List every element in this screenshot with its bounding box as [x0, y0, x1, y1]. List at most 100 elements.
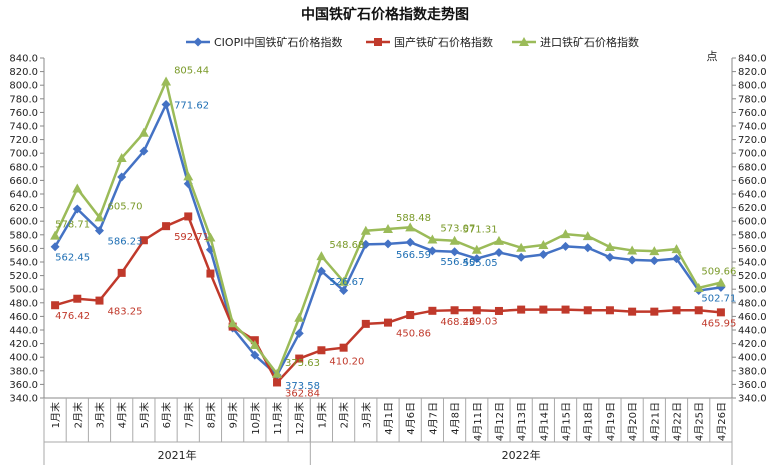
diamond-marker — [161, 99, 171, 109]
diamond-marker — [72, 204, 82, 214]
y-tick-label-left: 660.0 — [9, 176, 38, 187]
triangle-marker — [449, 235, 460, 245]
triangle-marker — [519, 37, 529, 46]
y-tick-label-right: 400.0 — [738, 353, 767, 364]
triangle-marker — [627, 245, 638, 255]
x-tick-label: 3月末 — [360, 402, 373, 428]
y-tick-label-left: 340.0 — [9, 394, 38, 405]
triangle-marker — [338, 276, 349, 286]
data-label: 805.44 — [174, 66, 209, 77]
square-marker — [384, 318, 392, 327]
x-tick-label: 6月末 — [160, 402, 173, 428]
x-tick-label: 11月末 — [271, 402, 284, 435]
triangle-marker — [383, 224, 393, 234]
y-tick-label-right: 800.0 — [738, 81, 767, 92]
y-tick-label-left: 840.0 — [9, 54, 38, 65]
square-marker — [317, 346, 326, 355]
y-tick-label-right: 460.0 — [738, 312, 767, 323]
series-group — [50, 99, 726, 380]
diamond-marker — [339, 286, 349, 296]
data-label: 566.59 — [396, 250, 431, 261]
data-label: 605.70 — [107, 201, 142, 212]
y-tick-label-left: 460.0 — [9, 312, 38, 323]
diamond-marker — [361, 239, 371, 249]
x-tick-label: 10月末 — [249, 402, 262, 435]
diamond-marker — [94, 226, 104, 236]
square-marker — [273, 378, 282, 387]
axes: 340.0 340.0 360.0 360.0 380.0 380.0 400.0 400.0… — [9, 54, 767, 465]
data-label: 375.63 — [285, 358, 320, 369]
square-marker — [605, 306, 614, 315]
y-tick-label-left: 400.0 — [9, 353, 38, 364]
data-label: 526.67 — [329, 277, 364, 288]
diamond-marker — [193, 37, 203, 47]
square-marker — [672, 306, 681, 315]
y-tick-label-right: 840.0 — [738, 54, 767, 65]
x-tick-label: 4月19日 — [605, 402, 617, 441]
triangle-marker — [582, 231, 593, 241]
triangle-marker — [116, 152, 127, 162]
triangle-marker — [471, 244, 482, 254]
data-label: 586.23 — [107, 237, 142, 248]
diamond-marker — [472, 254, 482, 264]
data-labels: 562.45 586.23 771.62 373.58 526.67 566.59 556.… — [55, 66, 736, 400]
y-tick-label-left: 580.0 — [9, 230, 38, 241]
diamond-marker — [405, 237, 415, 247]
square-marker — [716, 308, 725, 317]
triangle-marker — [649, 246, 660, 256]
data-label: 502.71 — [701, 293, 736, 304]
y-tick-label-right: 580.0 — [738, 230, 767, 241]
diamond-marker — [649, 256, 659, 266]
data-label: 571.31 — [463, 225, 498, 236]
data-label: 548.68 — [329, 240, 364, 251]
diamond-marker — [583, 243, 593, 253]
y-tick-label-right: 560.0 — [738, 244, 767, 255]
y-tick-label-right: 340.0 — [738, 394, 767, 405]
y-tick-label-left: 740.0 — [9, 122, 38, 133]
square-marker — [51, 301, 60, 310]
x-tick-label: 9月末 — [227, 402, 240, 428]
y-tick-label-left: 360.0 — [9, 380, 38, 391]
legend-label: 进口铁矿石价格指数 — [540, 35, 639, 49]
data-label: 578.71 — [55, 220, 90, 231]
diamond-marker — [294, 328, 304, 338]
data-label: 562.45 — [55, 253, 90, 264]
y-tick-label-right: 440.0 — [738, 326, 767, 337]
data-label: 450.86 — [396, 329, 431, 340]
y-tick-label-left: 620.0 — [9, 203, 38, 214]
x-tick-label: 5月末 — [138, 402, 151, 428]
diamond-marker — [117, 172, 127, 182]
square-marker — [95, 296, 104, 305]
diamond-marker — [672, 254, 682, 264]
y-tick-label-left: 820.0 — [9, 67, 38, 78]
square-marker — [206, 269, 215, 278]
y-tick-label-right: 480.0 — [738, 298, 767, 309]
x-tick-label: 4月末 — [116, 402, 129, 428]
triangle-marker — [316, 251, 327, 261]
y-tick-label-left: 720.0 — [9, 135, 38, 146]
square-marker — [117, 268, 126, 277]
y-tick-label-right: 660.0 — [738, 176, 767, 187]
y-tick-label-right: 760.0 — [738, 108, 767, 119]
triangle-marker — [427, 234, 438, 244]
series-group — [50, 76, 726, 378]
triangle-marker — [360, 225, 371, 235]
data-label: 588.48 — [396, 213, 431, 224]
x-tick-label: 7月末 — [182, 402, 195, 428]
diamond-marker — [250, 350, 260, 360]
square-marker — [583, 306, 592, 315]
data-label: 476.42 — [55, 311, 90, 322]
square-marker — [406, 311, 415, 320]
triangle-marker — [538, 240, 549, 249]
data-label: 468.22 — [440, 317, 475, 328]
x-tick-label: 4月18日 — [583, 402, 595, 441]
square-marker — [539, 305, 548, 314]
y-tick-label-right: 720.0 — [738, 135, 767, 146]
data-label: 771.62 — [174, 100, 209, 111]
data-label: 362.84 — [285, 388, 320, 399]
y-tick-label-right: 360.0 — [738, 380, 767, 391]
triangle-marker — [161, 76, 172, 86]
x-group-label: 2021年 — [158, 448, 197, 462]
diamond-marker — [516, 252, 526, 262]
triangle-marker — [604, 242, 615, 252]
